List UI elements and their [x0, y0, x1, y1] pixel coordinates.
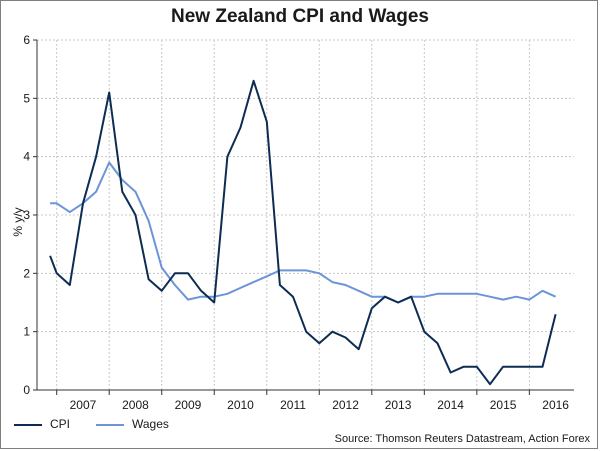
chart-title: New Zealand CPI and Wages	[171, 6, 429, 27]
x-tick-label: 2009	[175, 398, 202, 412]
legend-swatch-cpi	[14, 423, 42, 426]
legend-item-wages: Wages	[96, 417, 169, 431]
x-tick-label: 2011	[280, 398, 306, 412]
source-note: Source: Thomson Reuters Datastream, Acti…	[334, 433, 590, 445]
y-tick-label: 5	[23, 91, 30, 105]
x-tick-labels: 2007 2008 2009 2010 2011 2012 2013 2014 2015 2016	[70, 398, 570, 412]
y-tick-label: 2	[23, 266, 30, 280]
x-tick-label: 2007	[70, 398, 97, 412]
series-line-cpi	[49, 79, 557, 386]
x-tick-label: 2014	[437, 398, 464, 412]
x-tick-label: 2012	[332, 398, 359, 412]
legend-label-cpi: CPI	[50, 417, 71, 431]
x-tick-label: 2016	[542, 398, 569, 412]
y-tick-label: 6	[23, 33, 30, 47]
y-tick-label: 1	[23, 325, 30, 339]
legend-swatch-wages	[96, 423, 124, 426]
x-tick-label: 2008	[122, 398, 149, 412]
y-tick-label: 3	[23, 208, 30, 222]
grid-lines	[37, 39, 574, 390]
legend-item-cpi: CPI	[14, 417, 70, 431]
axes	[33, 39, 574, 395]
legend-label-wages: Wages	[132, 417, 169, 431]
x-tick-label: 2013	[385, 398, 412, 412]
y-tick-label: 0	[23, 383, 30, 397]
y-tick-labels: 0 1 2 3 4 5 6	[23, 33, 30, 397]
series-lines	[49, 79, 557, 386]
series-line-wages	[50, 161, 557, 304]
x-tick-label: 2015	[490, 398, 517, 412]
y-tick-label: 4	[23, 150, 30, 164]
x-tick-label: 2010	[227, 398, 254, 412]
